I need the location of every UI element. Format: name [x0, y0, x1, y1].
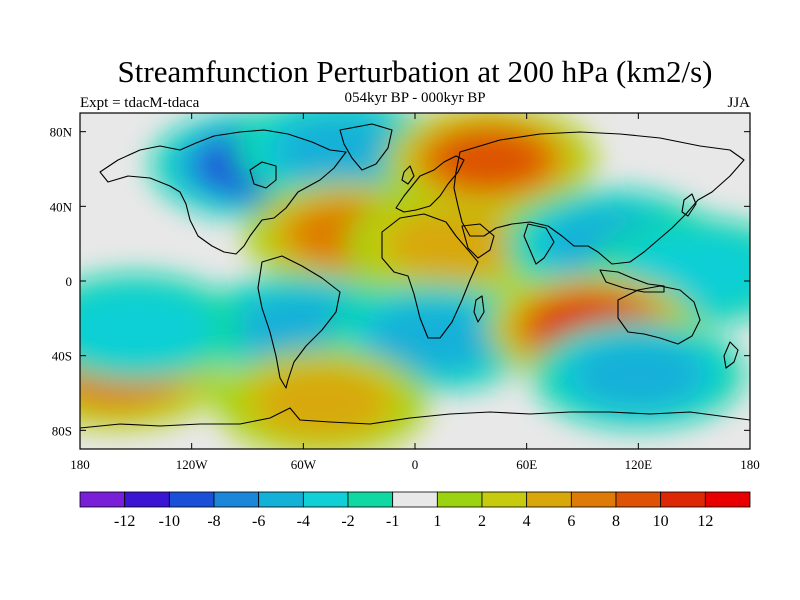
colorbar-label: 8: [612, 513, 620, 530]
y-tick-label: 80N: [50, 125, 73, 140]
coastline-arabia: [461, 223, 495, 259]
x-tick-label: 180: [740, 457, 760, 472]
coastline-indonesia: [599, 269, 665, 293]
x-tick-label: 120W: [176, 457, 209, 472]
x-tick-label: 0: [412, 457, 419, 472]
coastline-north-america: [99, 129, 347, 255]
y-tick-label: 80S: [52, 423, 72, 438]
colorbar-swatch: [392, 491, 438, 508]
map-area: [80, 113, 750, 449]
coastline-africa: [381, 213, 479, 339]
coastline-greenland: [339, 123, 393, 171]
colorbar-swatch: [213, 491, 260, 508]
colorbar-swatch: [436, 491, 483, 508]
chart-title: Streamfunction Perturbation at 200 hPa (…: [118, 54, 713, 89]
colorbar-label: -4: [297, 513, 310, 530]
colorbar-label: 4: [523, 513, 531, 530]
coastline-south-america: [257, 255, 341, 389]
experiment-label: Expt = tdacM-tdaca: [80, 95, 200, 111]
coastline-hudson-bay: [249, 161, 277, 189]
x-axis: 180 120W 60W 0 60E 120E 180: [70, 113, 760, 472]
contour-shading: [80, 113, 750, 449]
coastline-asia: [453, 131, 745, 265]
contour-arctic-low-east-level--4: [274, 115, 407, 185]
colorbar-swatch: [481, 491, 528, 508]
contour-eurasia-high-level-8: [434, 130, 545, 189]
colorbar-swatch: [570, 491, 617, 508]
contour-fields: [80, 113, 750, 449]
coastlines: [80, 123, 750, 429]
coastline-australia: [617, 285, 701, 345]
colorbar-label: -2: [341, 513, 354, 530]
y-tick-label: 40N: [50, 199, 73, 214]
contour-north-africa-high-level-4: [386, 209, 519, 279]
y-tick-label: 40S: [52, 349, 72, 364]
colorbar-label: -1: [386, 513, 399, 530]
colorbar-swatch: [302, 491, 349, 508]
coastline-antarctica: [80, 407, 750, 429]
colorbar-swatch: [347, 491, 394, 508]
coastline-india: [523, 223, 555, 265]
colorbar-label: -6: [252, 513, 265, 530]
season-label: JJA: [727, 95, 750, 111]
contour-southern-ocean-low-level--4: [572, 339, 705, 409]
colorbar-swatch: [526, 491, 572, 508]
x-tick-label: 120E: [625, 457, 653, 472]
y-tick-label: 0: [66, 274, 73, 289]
colorbar-swatch: [258, 491, 304, 508]
contour-south-atlantic-low-level--4: [367, 302, 500, 372]
colorbar-label: 10: [653, 513, 669, 530]
colorbar-swatch: [660, 491, 706, 508]
colorbar-swatch: [168, 491, 215, 508]
colorbar-label: -10: [159, 513, 180, 530]
colorbar-label: -12: [114, 513, 135, 530]
colorbar-label: 12: [697, 513, 713, 530]
colorbar: -12 -10 -8 -6 -4 -2 -1 1 2 4 6 8 10 12: [79, 491, 751, 530]
contour-east-pacific-low-level--2: [80, 287, 214, 369]
chart-subtitle: 054kyr BP - 000kyr BP: [344, 90, 485, 106]
x-tick-label: 180: [70, 457, 90, 472]
colorbar-swatch: [615, 491, 662, 508]
coastline-europe: [395, 155, 465, 213]
colorbar-label: -8: [207, 513, 220, 530]
colorbar-label: 6: [567, 513, 575, 530]
x-tick-label: 60E: [516, 457, 537, 472]
colorbar-swatch: [704, 491, 751, 508]
colorbar-swatch: [79, 491, 126, 508]
coastline-new-zealand: [723, 341, 739, 369]
colorbar-swatch: [124, 491, 170, 508]
coastline-british-isles: [401, 165, 415, 185]
colorbar-label: 1: [433, 513, 441, 530]
y-axis: 80N 40N 0 40S 80S: [50, 125, 750, 438]
coastline-japan: [681, 193, 697, 217]
x-tick-label: 60W: [291, 457, 317, 472]
colorbar-label: 2: [478, 513, 486, 530]
coastline-madagascar: [473, 295, 485, 323]
contour-southern-ocean-high-level-4: [255, 367, 388, 437]
